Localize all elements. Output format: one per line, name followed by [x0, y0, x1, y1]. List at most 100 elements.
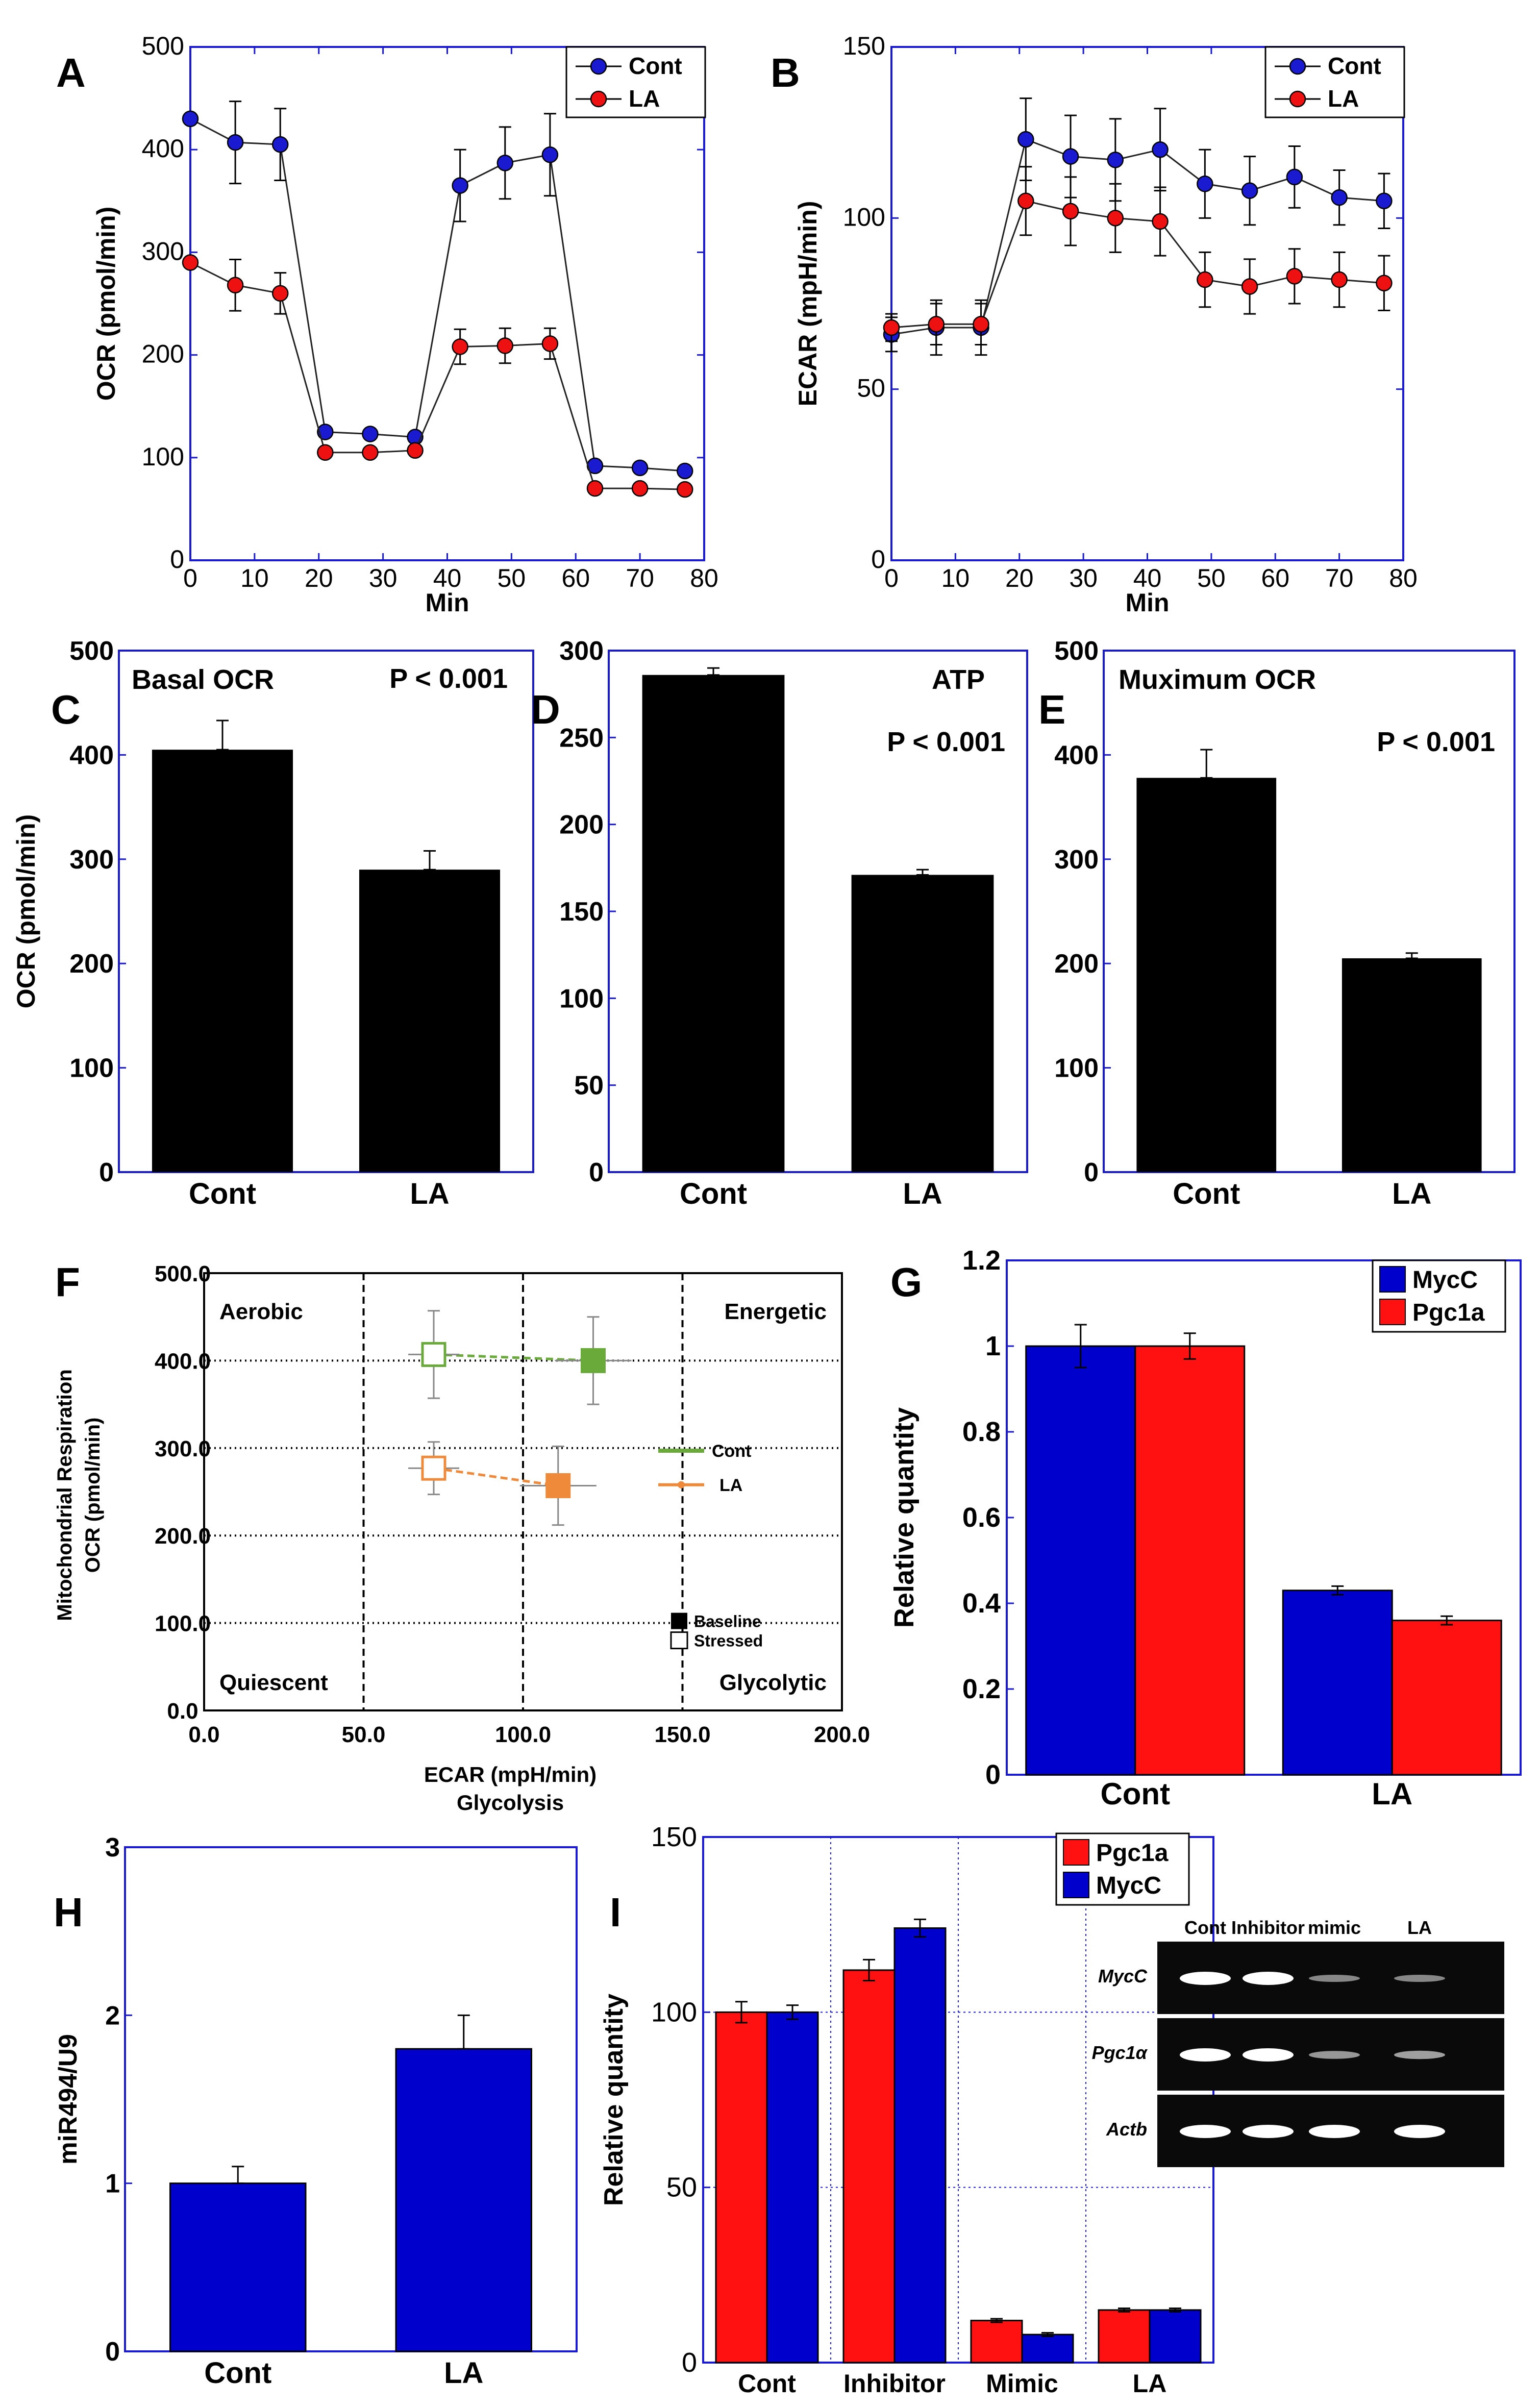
- x-tick-label: 50.0: [342, 1722, 386, 1747]
- data-point-Cont: [631, 459, 649, 477]
- gel-lane-label: Inhibitor: [1231, 1917, 1305, 1938]
- legend-baseline-swatch: [671, 1612, 687, 1629]
- data-point-LA: [496, 337, 514, 354]
- data-point-LA: [676, 481, 693, 498]
- x-axis-label: Min: [425, 588, 469, 617]
- data-point-Cont: [676, 462, 693, 480]
- x-tick-label: 200.0: [814, 1722, 870, 1747]
- y-tick-label: 1: [105, 2169, 120, 2199]
- x-category-label: Cont: [1100, 1777, 1170, 1811]
- x-axis-label: Min: [1125, 588, 1169, 617]
- gel-lane-label: LA: [1407, 1917, 1432, 1938]
- y-tick-label: 100.0: [155, 1611, 211, 1636]
- bar-MycC-Cont: [1025, 1345, 1136, 1776]
- x-tick-label: 30: [369, 564, 398, 592]
- series-line-LA: [891, 200, 1384, 329]
- gel-row-label: Pgc1α: [1092, 2042, 1148, 2063]
- data-point-LA: [362, 444, 379, 461]
- panel-label-F: F: [55, 1259, 80, 1305]
- data-point-LA: [182, 254, 199, 271]
- p-value: P < 0.001: [1377, 727, 1495, 757]
- legend-label-Stressed: Stressed: [694, 1632, 763, 1650]
- x-tick-label: 60: [561, 564, 590, 592]
- y-tick-label: 300.0: [155, 1436, 211, 1461]
- x-tick-label: 80: [1389, 564, 1418, 592]
- data-point-LA: [541, 335, 559, 352]
- y-tick-label: 300: [559, 636, 604, 666]
- legend-marker: [590, 58, 607, 75]
- bar-MycC-LA: [1149, 2309, 1202, 2364]
- x-tick-label: 30: [1069, 564, 1098, 592]
- data-point-LA: [1062, 203, 1079, 220]
- bar-MycC-Cont: [766, 2011, 819, 2364]
- data-point-LA: [1376, 275, 1393, 292]
- connector-LA: [433, 1467, 559, 1487]
- bar-LA: [395, 2048, 532, 2352]
- series-line-Cont: [190, 118, 685, 472]
- y-tick-label: 0.8: [962, 1417, 1001, 1447]
- bar-LA: [359, 870, 501, 1172]
- gel-band: [1394, 2050, 1445, 2059]
- data-point-Cont: [541, 146, 559, 163]
- plot-frame: [890, 46, 1404, 561]
- x-tick-label: 50: [498, 564, 526, 592]
- x-tick-label: 0: [884, 564, 899, 592]
- y-tick-label: 400: [69, 740, 114, 770]
- data-point-LA: [407, 442, 424, 459]
- plot-frame: [124, 1846, 578, 2352]
- legend-label-Cont: Cont: [1328, 53, 1381, 79]
- quadrant-label: Aerobic: [219, 1299, 303, 1324]
- y-axis-label: Mitochondrial Respiration: [54, 1369, 76, 1621]
- data-point-Cont: [1376, 192, 1393, 210]
- gel-band: [1243, 2048, 1294, 2062]
- y-tick-label: 300: [69, 845, 114, 875]
- gel-band: [1309, 1975, 1360, 1982]
- p-value: P < 0.001: [389, 663, 508, 694]
- y-tick-label: 100: [142, 442, 184, 471]
- bar-MycC-Mimic: [1021, 2333, 1074, 2364]
- y-axis-label: OCR (pmol/min): [92, 207, 120, 401]
- y-tick-label: 500: [1054, 636, 1099, 666]
- y-tick-label: 150: [559, 897, 604, 927]
- x-category-label: Inhibitor: [843, 2369, 946, 2398]
- bar-Cont: [642, 675, 785, 1172]
- data-point-LA: [973, 315, 989, 333]
- x-category-label: LA: [410, 1177, 449, 1210]
- legend-box: [565, 46, 706, 118]
- data-point-Cont: [1017, 131, 1034, 148]
- point-Cont-Baseline: [581, 1348, 606, 1373]
- bar-Pgc1a-Cont: [715, 2011, 768, 2364]
- x-tick-label: 0.0: [188, 1722, 219, 1747]
- legend-swatch: [1379, 1266, 1406, 1293]
- legend-swatch: [1379, 1299, 1406, 1325]
- legend-marker: [1289, 90, 1306, 108]
- gel-band: [1180, 2048, 1231, 2062]
- y-tick-label: 0: [105, 2337, 120, 2367]
- data-point-Cont: [1197, 176, 1213, 192]
- panel-label-C: C: [51, 687, 81, 732]
- legend-swatch: [1063, 1872, 1089, 1898]
- panel-label-H: H: [54, 1890, 83, 1935]
- y-tick-label: 0.4: [962, 1588, 1001, 1619]
- bar-MycC-Inhibitor: [893, 1927, 947, 2364]
- gel-band: [1394, 1975, 1445, 1982]
- bar-LA: [851, 875, 994, 1172]
- bar-Cont: [152, 750, 293, 1172]
- data-point-Cont: [317, 424, 334, 440]
- bar-Cont: [1136, 778, 1277, 1172]
- y-tick-label: 100: [69, 1054, 114, 1083]
- quadrant-label: Quiescent: [219, 1670, 328, 1695]
- x-axis-label-2: Glycolysis: [457, 1791, 564, 1815]
- series-line-LA: [190, 262, 685, 490]
- x-category-label: LA: [1372, 1777, 1412, 1811]
- data-point-Cont: [1107, 152, 1124, 168]
- x-tick-label: 20: [305, 564, 333, 592]
- legend-label-Pgc1a: Pgc1a: [1412, 1299, 1485, 1326]
- data-point-LA: [1152, 213, 1169, 230]
- gel-row-label: MycC: [1098, 1966, 1148, 1987]
- y-tick-label: 0.6: [962, 1502, 1001, 1533]
- y-tick-label: 3: [105, 1833, 120, 1863]
- y-tick-label: 100: [651, 1997, 697, 2027]
- data-point-Cont: [1062, 148, 1079, 165]
